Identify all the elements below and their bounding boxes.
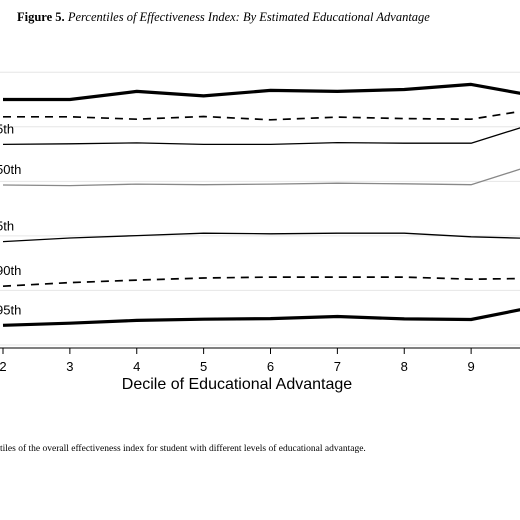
series-line-90th: [2, 276, 520, 288]
x-tick-label-4: 4: [133, 359, 140, 374]
figure-number: Figure 5.: [17, 10, 65, 24]
x-tick-label-7: 7: [334, 359, 341, 374]
series-line-95th: [2, 308, 520, 327]
series-line-5th: [3, 82, 520, 102]
x-tick-label-3: 3: [66, 359, 73, 374]
series-line-75th: [2, 232, 520, 243]
figure-title: Figure 5. Percentiles of Effectiveness I…: [17, 10, 430, 25]
figure-caption: tiles of the overall effectiveness index…: [0, 444, 366, 454]
x-tick-label-2: 2: [0, 359, 7, 374]
x-tick-label-9: 9: [468, 359, 475, 374]
x-tick-label-8: 8: [401, 359, 408, 374]
series-lines: [2, 82, 520, 327]
series-label-90th: 90th: [0, 263, 21, 278]
series-label-50th: 50th: [0, 162, 21, 177]
series-line-50th: [2, 168, 520, 187]
series-line-10th: [3, 110, 520, 121]
series-line-25th: [2, 127, 520, 146]
x-tick-label-5: 5: [200, 359, 207, 374]
x-axis-label: Decile of Educational Advantage: [122, 376, 352, 393]
series-label-75th: 5th: [0, 219, 14, 234]
series-label-25th: 5th: [0, 121, 14, 136]
x-axis-ticks: 2 3 4 5 6 7 8 9: [0, 348, 475, 374]
gridlines: [0, 71, 520, 346]
figure-description: Percentiles of Effectiveness Index: By E…: [67, 10, 430, 24]
x-tick-label-6: 6: [267, 359, 274, 374]
